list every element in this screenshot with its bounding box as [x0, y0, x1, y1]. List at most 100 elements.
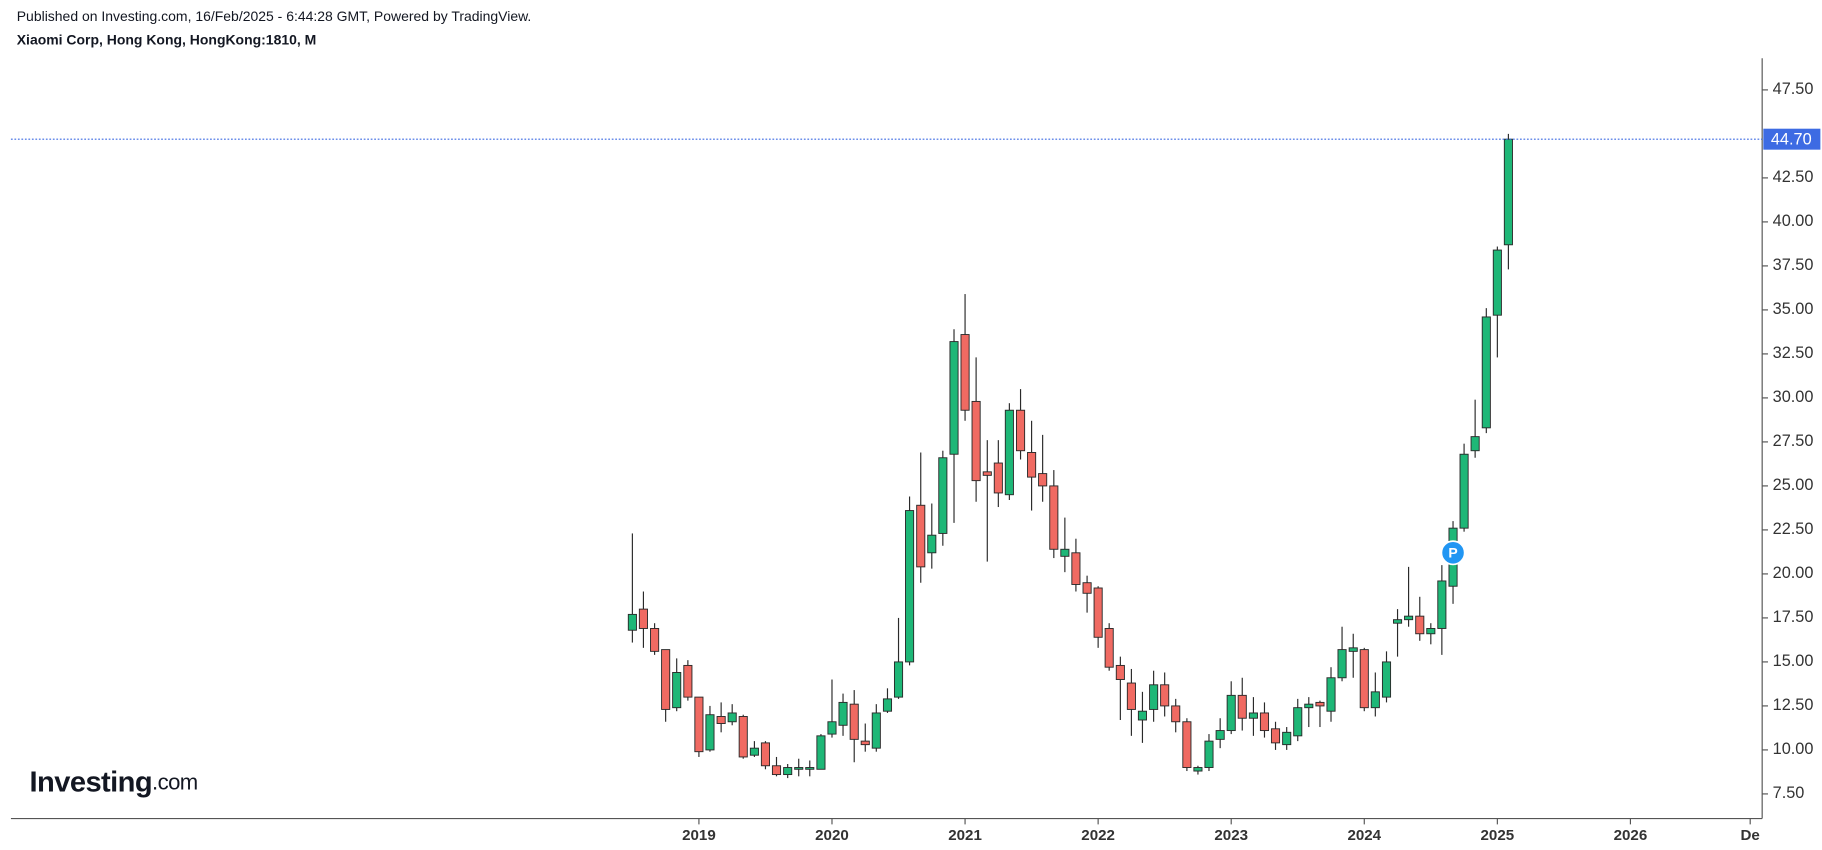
candle-body [638, 608, 648, 629]
candle-body [1004, 409, 1014, 496]
y-tick-label: 10.00 [1773, 740, 1814, 758]
candle-body [993, 462, 1003, 494]
y-tick-label: 17.50 [1773, 608, 1814, 626]
candle-body [882, 698, 893, 712]
candle-body [1381, 661, 1392, 698]
candle-body [1182, 721, 1192, 768]
candle-body [1437, 580, 1447, 629]
x-tick-label: 2026 [1614, 827, 1648, 844]
candle-body [738, 716, 748, 758]
candle-body [1293, 707, 1303, 737]
candle-body [982, 471, 992, 476]
candle-body [893, 661, 904, 698]
candle-body [783, 767, 793, 776]
candle-body [1304, 703, 1314, 709]
annotation-marker [1440, 540, 1466, 566]
y-tick-label: 47.50 [1773, 80, 1814, 98]
candle-body [1060, 548, 1070, 557]
candle-body [1137, 710, 1147, 721]
candle-body [838, 701, 848, 726]
x-tick-label: 2023 [1214, 827, 1248, 844]
symbol-title: Xiaomi Corp, Hong Kong, HongKong:1810, M [17, 31, 317, 47]
candle-body [1171, 705, 1181, 723]
logo-name: Investing [30, 766, 152, 798]
candle-body [971, 400, 981, 482]
y-tick-label: 22.50 [1773, 520, 1814, 538]
candle-body [1093, 587, 1103, 638]
candle-body [905, 510, 915, 663]
last-price-label: 44.70 [1771, 131, 1812, 149]
candle-body [1393, 619, 1403, 624]
candle-body [1016, 409, 1026, 452]
y-tick-label: 37.50 [1773, 256, 1814, 274]
logo-suffix: .com [152, 769, 198, 794]
candle-body [1404, 615, 1414, 621]
candle-body [1259, 712, 1270, 732]
candle-body [1337, 649, 1347, 679]
y-tick-label: 42.50 [1773, 168, 1814, 186]
y-tick-label: 35.00 [1773, 300, 1814, 318]
candle-body [1215, 730, 1225, 740]
candle-body [1049, 485, 1059, 550]
candle-body [938, 457, 948, 534]
candle-body [1082, 582, 1092, 594]
candle-body [849, 703, 859, 740]
y-tick-label: 25.00 [1773, 476, 1814, 494]
candle-body [1027, 452, 1037, 478]
x-tick-label: 2020 [815, 827, 849, 844]
candle-body [1115, 664, 1125, 680]
candle-body [716, 716, 726, 724]
candle-body [960, 334, 970, 411]
candle-body [1359, 649, 1369, 709]
candle-body [1282, 731, 1292, 746]
candle-body [749, 747, 759, 756]
candle-body [1459, 453, 1469, 529]
candle-body [683, 664, 693, 698]
candle-body [1226, 694, 1236, 732]
candle-body [1270, 728, 1281, 744]
candle-body [871, 712, 881, 749]
candle-body [727, 712, 737, 723]
candle-body [1426, 628, 1436, 635]
y-tick-label: 32.50 [1773, 344, 1814, 362]
y-tick-label: 12.50 [1773, 696, 1814, 714]
candle-body [760, 742, 770, 767]
candle-body [1237, 694, 1247, 719]
candle-body [805, 767, 815, 770]
candle-body [1193, 767, 1203, 772]
candle-body [949, 341, 959, 455]
candle-body [1126, 682, 1136, 710]
candle-body [1348, 647, 1358, 652]
candle-body [1248, 712, 1258, 719]
candle-body [1071, 552, 1081, 585]
candle-body [705, 714, 715, 751]
candle-body [827, 721, 837, 735]
candle-body [1481, 316, 1491, 429]
published-note: Published on Investing.com, 16/Feb/2025 … [17, 8, 532, 24]
candle-body [1149, 684, 1159, 710]
candle-body [916, 504, 926, 568]
candle-body [816, 735, 826, 770]
logo: Investing.com [30, 766, 198, 798]
y-tick-label: 30.00 [1773, 388, 1814, 406]
candle-body [1415, 615, 1425, 635]
candle-body [1326, 677, 1336, 712]
candle-body [1104, 628, 1114, 668]
candle-body [672, 672, 682, 709]
candle-body [1315, 701, 1325, 707]
candle-body [1038, 473, 1048, 487]
candle-body [1160, 684, 1170, 707]
y-tick-label: 40.00 [1773, 212, 1814, 230]
y-tick-label: 20.00 [1773, 564, 1814, 582]
candle-body [794, 767, 804, 770]
candle-body [860, 740, 870, 746]
candle-body [771, 765, 782, 776]
candle-body [627, 613, 637, 631]
x-tick-label: 2022 [1081, 827, 1115, 844]
candle-body [1492, 249, 1502, 316]
candle-body [1370, 691, 1380, 709]
candle-body [661, 649, 671, 710]
candle-body [650, 628, 660, 652]
